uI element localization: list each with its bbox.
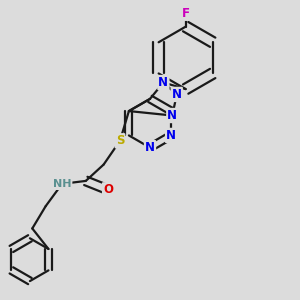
Text: N: N: [145, 141, 155, 154]
Text: N: N: [166, 129, 176, 142]
Text: S: S: [116, 134, 124, 147]
Text: F: F: [182, 7, 190, 20]
Text: N: N: [167, 109, 177, 122]
Text: NH: NH: [53, 179, 71, 189]
Text: N: N: [158, 76, 168, 89]
Text: O: O: [103, 183, 113, 196]
Text: N: N: [172, 88, 182, 101]
